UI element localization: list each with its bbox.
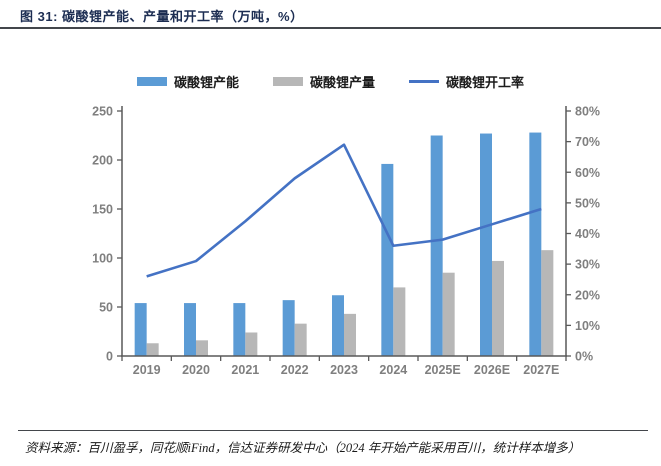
- source-note: 资料来源：百川盈孚，同花顺iFind，信达证券研发中心（2024 年开始产能采用…: [25, 441, 581, 455]
- x-axis-label: 2023: [330, 363, 358, 377]
- y-left-tick-label: 200: [92, 154, 113, 168]
- y-right-tick-label: 20%: [575, 288, 600, 302]
- production-bar: [393, 287, 406, 356]
- source-divider: [18, 430, 648, 431]
- production-bar: [442, 272, 455, 356]
- y-right-tick-label: 30%: [575, 258, 600, 272]
- chart-plot: 0 50 100 150 200 250 0% 10% 20% 30% 40% 50% 60% 70% 80…: [92, 105, 600, 378]
- production-bar: [196, 340, 208, 356]
- y-left-tick-label: 150: [92, 203, 113, 217]
- y-left-tick-label: 250: [92, 105, 113, 119]
- capacity-bar: [134, 303, 147, 356]
- y-right-tick-label: 50%: [575, 196, 600, 210]
- y-right-tick-label: 70%: [575, 135, 600, 149]
- rate-legend-label: 碳酸锂开工率: [446, 74, 525, 90]
- capacity-bar: [233, 303, 246, 356]
- x-axis-label: 2027E: [523, 363, 559, 377]
- x-axis-label: 2024: [379, 363, 407, 377]
- production-legend-label: 碳酸锂产量: [309, 74, 375, 90]
- x-axis-label: 2025E: [425, 363, 461, 377]
- x-axis-label: 2026E: [474, 363, 510, 377]
- production-swatch-icon: [272, 76, 303, 86]
- y-right-tick-label: 10%: [575, 319, 600, 333]
- production-bar: [344, 313, 356, 356]
- x-axis-label: 2022: [281, 363, 309, 377]
- y-right-tick-label: 40%: [575, 227, 600, 241]
- chart-legend: 碳酸锂产能 碳酸锂产量 碳酸锂开工率: [0, 71, 661, 91]
- y-right-tick-label: 60%: [575, 166, 600, 180]
- capacity-bar: [381, 163, 394, 356]
- y-right-tick-label: 0%: [575, 350, 593, 364]
- rate-line-swatch-icon: [409, 79, 439, 83]
- production-bar: [146, 343, 159, 356]
- y-left-tick-label: 50: [99, 301, 113, 315]
- x-axis-label: 2019: [133, 363, 161, 377]
- x-axis-label: 2021: [231, 363, 259, 377]
- y-left-tick-label: 100: [92, 252, 113, 266]
- y-left-tick-label: 0: [106, 350, 113, 364]
- legend-item-production: 碳酸锂产量: [272, 72, 375, 91]
- production-bar: [492, 260, 504, 356]
- capacity-swatch-icon: [136, 76, 167, 86]
- rate-line: [146, 143, 542, 278]
- capacity-bar: [282, 300, 295, 356]
- y-right-tick-label: 80%: [575, 105, 600, 119]
- production-bar: [541, 250, 554, 356]
- production-bar: [294, 323, 307, 356]
- title-divider: [0, 27, 661, 29]
- capacity-bar: [480, 133, 492, 356]
- capacity-bar: [430, 135, 443, 356]
- legend-item-capacity: 碳酸锂产能: [136, 72, 239, 91]
- production-bar: [245, 332, 258, 356]
- x-axis-label: 2020: [182, 363, 210, 377]
- capacity-bar: [529, 132, 542, 356]
- capacity-legend-label: 碳酸锂产能: [173, 74, 239, 90]
- capacity-bar: [332, 295, 344, 356]
- capacity-bar: [184, 303, 196, 356]
- figure-title: 图 31: 碳酸锂产能、产量和开工率（万吨，%）: [20, 9, 304, 24]
- legend-item-rate: 碳酸锂开工率: [409, 72, 524, 91]
